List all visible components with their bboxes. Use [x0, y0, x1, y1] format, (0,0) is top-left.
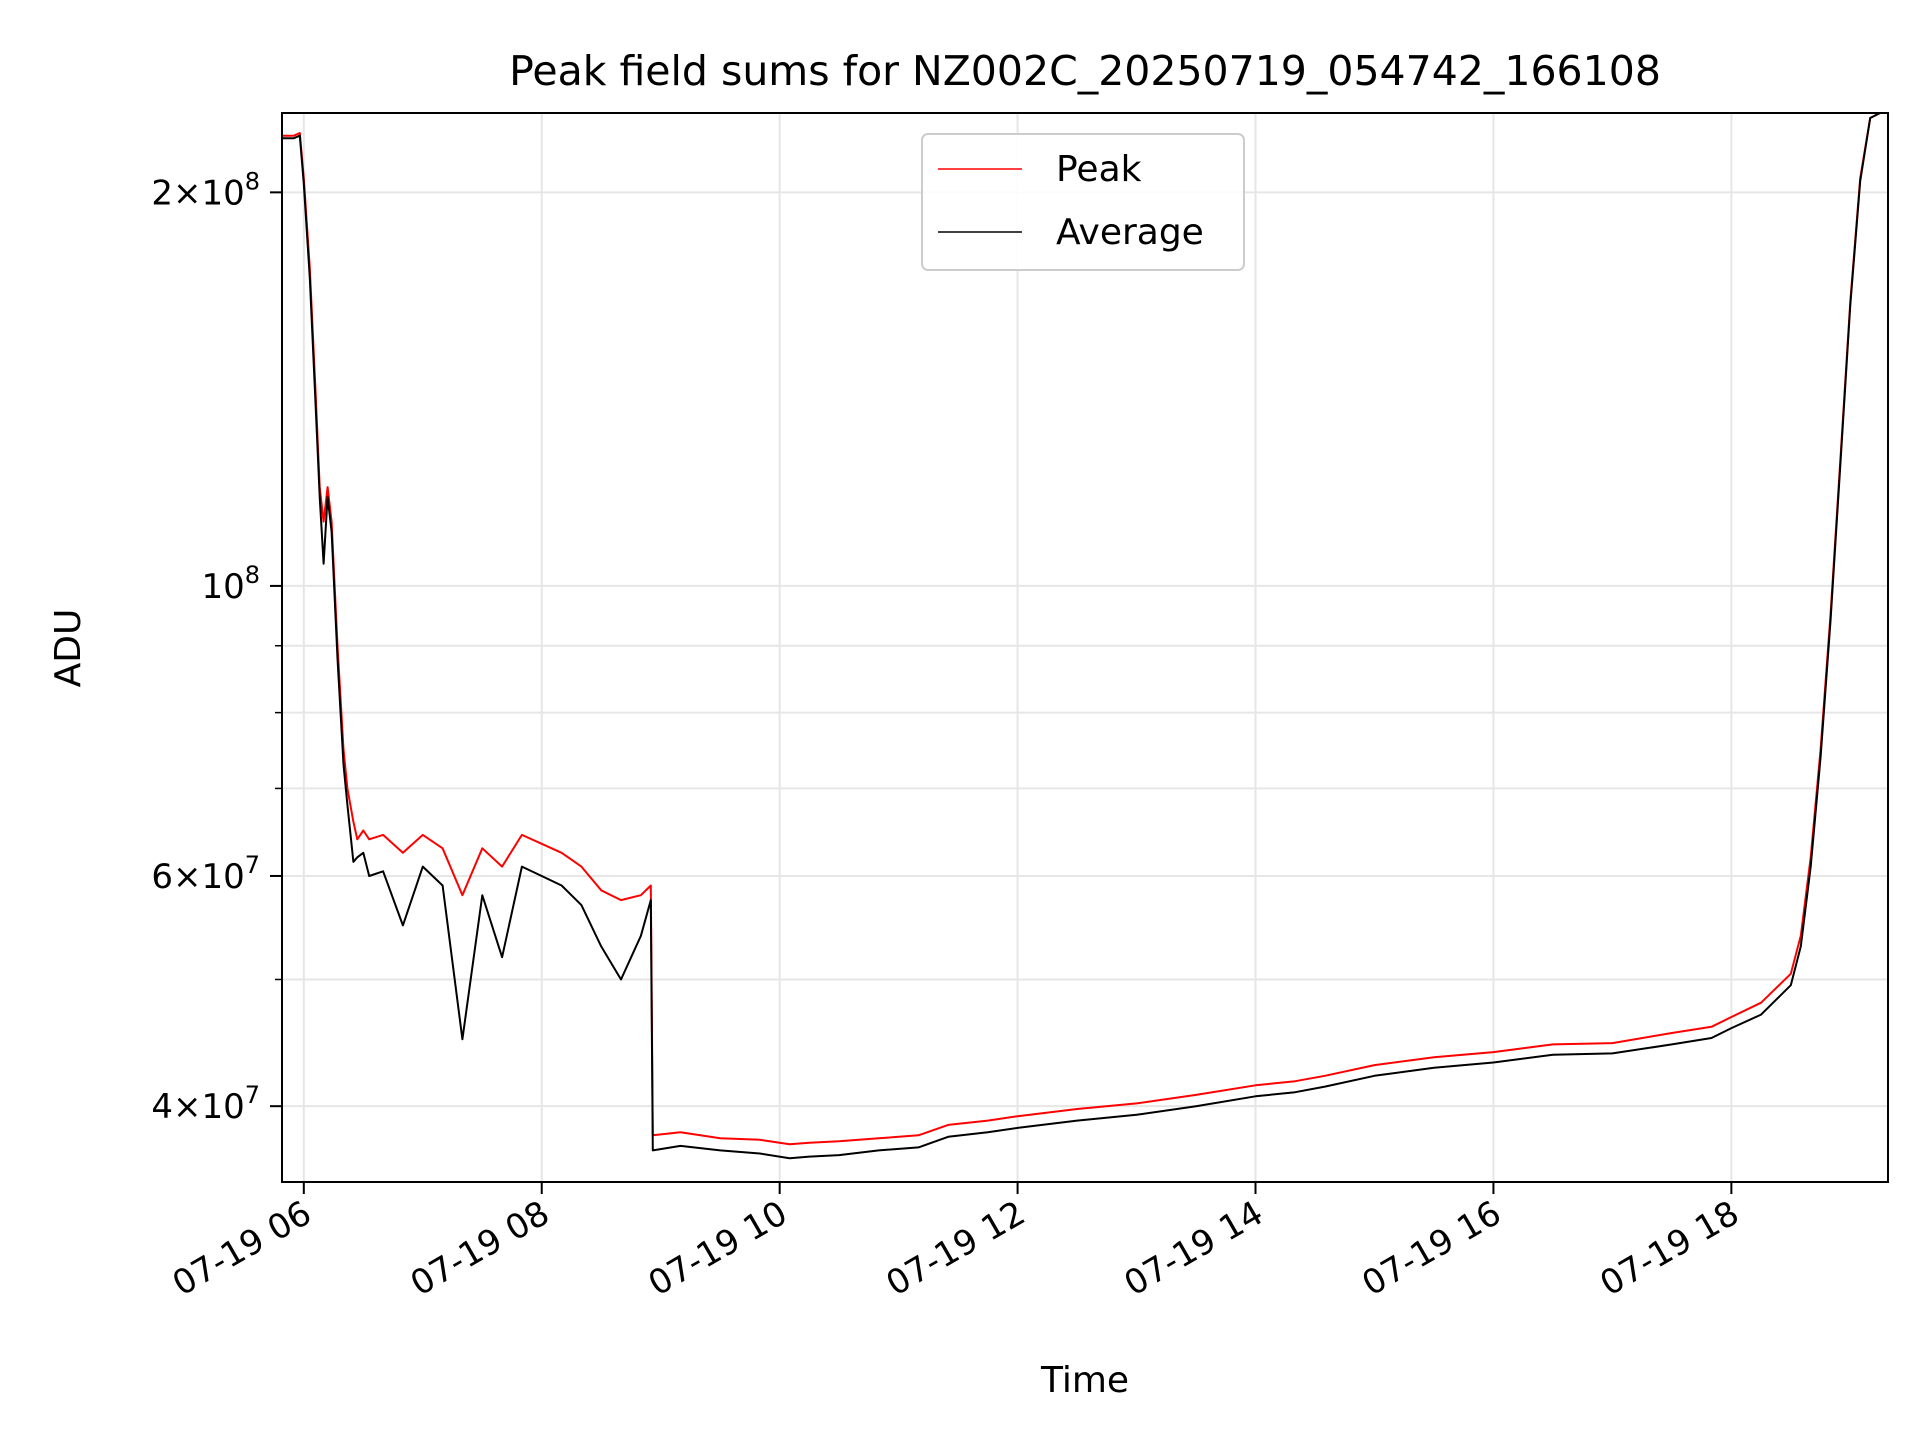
x-axis-ticks: 07-19 06 07-19 08 07-19 10 07-19 12 07-19 14… [166, 1182, 1746, 1304]
y-axis-label: ADU [48, 609, 89, 688]
y-tick-label: 2×108 [151, 167, 260, 213]
legend: Peak Average [921, 133, 1245, 271]
y-tick-label: 108 [201, 561, 260, 607]
y-tick-label: 4×107 [151, 1081, 260, 1127]
series-lines [282, 113, 1881, 1160]
series-line-peak [282, 113, 1881, 1146]
y-tick-label: 6×107 [151, 851, 260, 897]
x-tick-label: 07-19 08 [404, 1193, 556, 1304]
series-line-average [282, 113, 1881, 1160]
plot-frame [281, 112, 1889, 1183]
y-axis-ticks: 2×108 108 6×107 4×107 [151, 167, 282, 1127]
x-tick-label: 07-19 12 [880, 1193, 1032, 1304]
legend-box [921, 133, 1245, 271]
grid [282, 113, 1888, 1182]
x-tick-label: 07-19 14 [1118, 1193, 1270, 1304]
x-axis-label: Time [1040, 1360, 1129, 1401]
legend-label-peak: Peak [1056, 149, 1142, 190]
x-tick-label: 07-19 10 [642, 1193, 794, 1304]
x-tick-label: 07-19 18 [1593, 1193, 1745, 1304]
x-tick-label: 07-19 06 [166, 1193, 318, 1304]
chart-title: Peak field sums for NZ002C_20250719_0547… [509, 47, 1661, 95]
x-tick-label: 07-19 16 [1356, 1193, 1508, 1304]
legend-label-average: Average [1056, 212, 1204, 253]
